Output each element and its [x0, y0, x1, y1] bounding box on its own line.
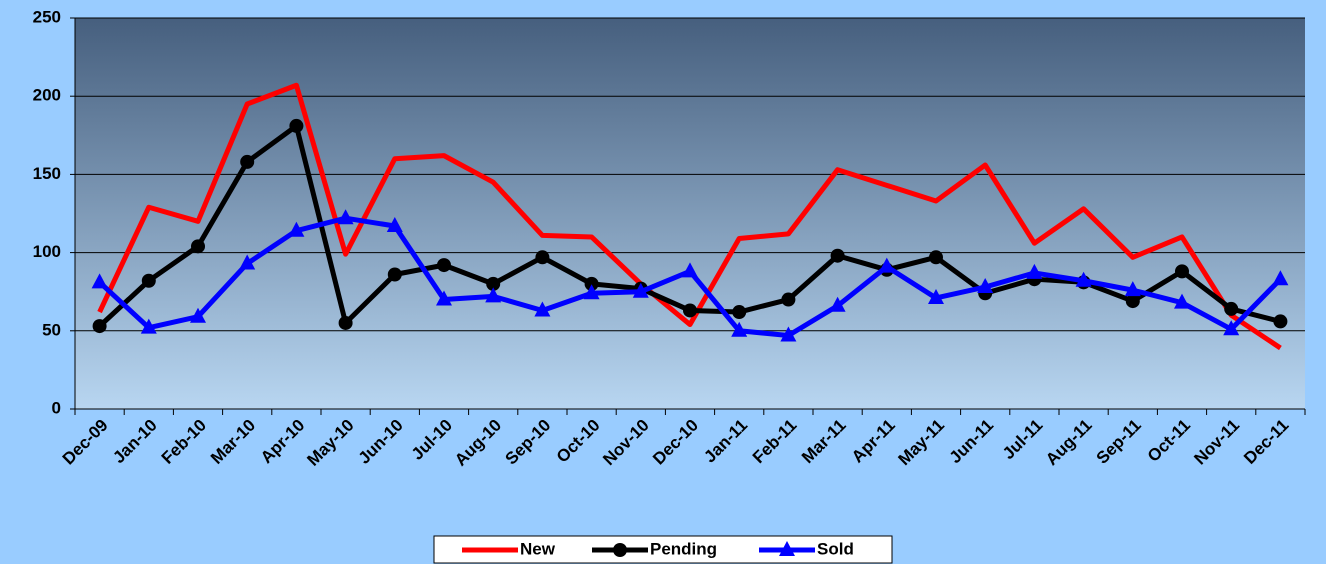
x-tick-label: Apr-10 [257, 416, 309, 468]
legend-label: New [520, 539, 556, 558]
point [289, 118, 304, 133]
point [288, 221, 305, 237]
point [240, 154, 255, 169]
x-tick-label: Sep-11 [1093, 416, 1145, 468]
point [732, 305, 747, 320]
point [1174, 293, 1190, 309]
point [683, 303, 697, 318]
point [535, 250, 550, 265]
point [91, 273, 108, 289]
point [731, 321, 748, 337]
point [1026, 263, 1043, 279]
point [1175, 264, 1189, 279]
point [386, 217, 403, 233]
legend-box [433, 535, 893, 564]
x-tick-label: Jul-10 [408, 416, 456, 464]
x-tick-label: Feb-11 [749, 416, 801, 468]
point [437, 258, 451, 273]
y-tick-label: 200 [33, 86, 61, 105]
point [632, 282, 649, 298]
point [1124, 281, 1141, 297]
point [1224, 301, 1239, 316]
point [977, 278, 994, 294]
point [436, 290, 452, 306]
x-tick-label: May-10 [303, 416, 357, 470]
point [338, 315, 353, 330]
x-tick-label: Aug-11 [1042, 416, 1096, 470]
x-tick-label: Mar-11 [798, 416, 850, 468]
x-tick-label: Sep-10 [502, 416, 555, 469]
legend-label: Sold [817, 539, 854, 558]
point [140, 318, 157, 334]
x-tick-label: Oct-11 [1144, 416, 1194, 466]
x-tick-label: Jul-11 [999, 416, 1047, 464]
x-tick-label: Oct-10 [553, 416, 604, 467]
x-tick-label: Jan-11 [700, 416, 751, 467]
legend-label: Pending [650, 539, 717, 558]
point [780, 326, 797, 342]
y-tick-label: 250 [33, 7, 61, 26]
point [337, 209, 354, 225]
point [92, 319, 107, 334]
point [830, 248, 845, 263]
point [191, 239, 205, 254]
point [190, 307, 206, 323]
x-tick-label: Jun-11 [946, 416, 998, 468]
point [387, 267, 402, 282]
x-tick-label: Mar-10 [207, 416, 259, 468]
x-tick-label: Dec-09 [59, 416, 112, 469]
point [485, 287, 502, 303]
point [486, 276, 501, 291]
legend-marker [779, 541, 795, 556]
plot-area [75, 18, 1305, 409]
point [583, 284, 600, 300]
y-tick-label: 0 [52, 398, 61, 417]
point [829, 296, 846, 312]
y-tick-label: 50 [42, 320, 61, 339]
point [1223, 320, 1240, 336]
x-tick-label: Nov-11 [1190, 416, 1243, 469]
point [878, 257, 895, 273]
x-tick-label: Jan-10 [109, 416, 161, 468]
point [682, 262, 698, 278]
point [928, 288, 944, 304]
x-tick-label: Nov-10 [599, 416, 653, 470]
point [1075, 271, 1092, 287]
point [929, 250, 943, 265]
point [1272, 270, 1289, 286]
x-tick-label: May-11 [894, 416, 948, 470]
point [584, 276, 599, 291]
line-series [97, 82, 1282, 351]
x-tick-label: Dec-11 [1240, 416, 1292, 468]
point [239, 254, 256, 270]
x-tick-label: Dec-10 [649, 416, 702, 469]
y-tick-label: 150 [33, 164, 61, 183]
x-tick-label: Jun-10 [355, 416, 407, 468]
point [1273, 314, 1288, 329]
point [1125, 294, 1140, 309]
legend-marker [613, 543, 627, 557]
x-tick-label: Aug-10 [451, 416, 505, 470]
point [534, 301, 551, 317]
point [141, 273, 156, 288]
point [781, 292, 796, 307]
y-tick-label: 100 [33, 242, 61, 261]
x-tick-label: Apr-11 [848, 416, 899, 467]
x-tick-label: Feb-10 [158, 416, 210, 468]
